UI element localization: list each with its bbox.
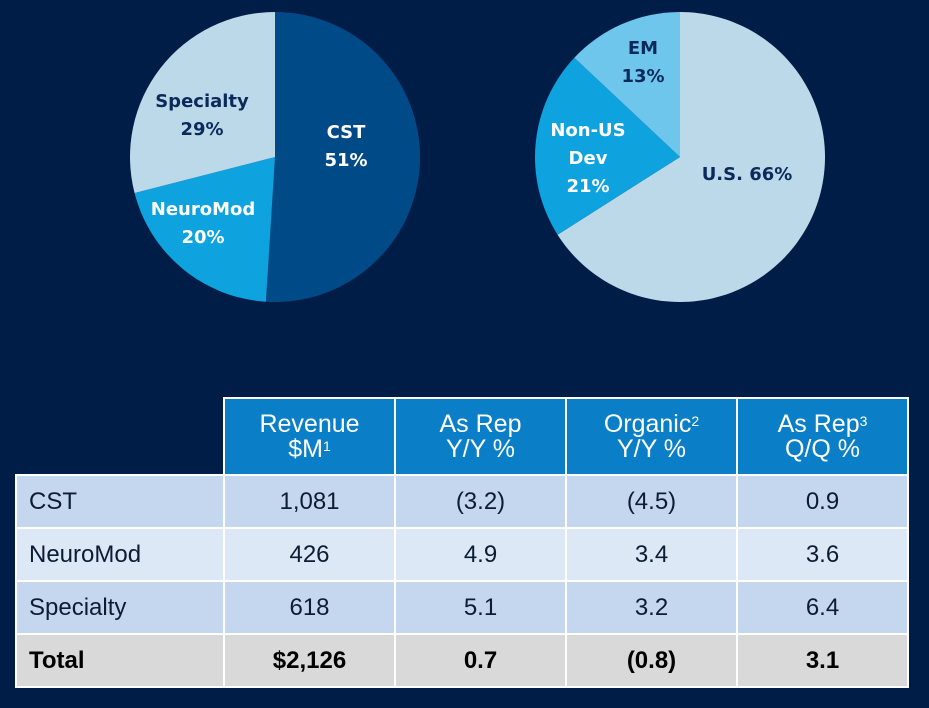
segment-revenue-table: Revenue $M1 As Rep Y/Y % Organic2 Y/Y % … [15, 397, 909, 688]
column-header-line2: $M [288, 434, 323, 463]
footnote-marker: 1 [322, 437, 331, 454]
pie-label-non-us-dev: Non-US [550, 120, 625, 141]
pie-label-em: EM [628, 38, 658, 59]
pie-slice-em [574, 12, 680, 157]
cell-as-rep-qq: 6.4 [736, 580, 909, 635]
cell-as-rep-yy: (3.2) [394, 474, 567, 529]
column-header-organic-yy: Organic2 Y/Y % [565, 397, 738, 476]
cell-as-rep-yy: 4.9 [394, 527, 567, 582]
pie-label-neuromod: 20% [181, 227, 224, 248]
column-header-as-rep-qq: As Rep3 Q/Q % [736, 397, 909, 476]
cell-revenue: 618 [223, 580, 396, 635]
column-header-line1: As Rep [777, 409, 860, 438]
column-header-as-rep-yy: As Rep Y/Y % [394, 397, 567, 476]
table-row-specialty: Specialty 618 5.1 3.2 6.4 [15, 580, 909, 635]
footnote-marker: 2 [691, 412, 700, 429]
row-label: Specialty [15, 580, 225, 635]
cell-revenue: 426 [223, 527, 396, 582]
footnote-marker: 3 [859, 412, 868, 429]
pie-slice-cst [265, 11, 421, 302]
segment-pie-chart: CST 51% NeuroMod 20% Specialty 29% [130, 11, 421, 302]
table-row-neuromod: NeuroMod 426 4.9 3.4 3.6 [15, 527, 909, 582]
cell-revenue: $2,126 [223, 633, 396, 688]
cell-organic-yy: 3.2 [565, 580, 738, 635]
table-header-row: Revenue $M1 As Rep Y/Y % Organic2 Y/Y % … [16, 397, 909, 476]
pie-label-cst: 51% [324, 150, 367, 171]
column-header-line2: Y/Y % [616, 434, 687, 463]
pie-charts: CST 51% NeuroMod 20% Specialty 29% U.S. 66% No… [130, 11, 826, 302]
row-label: Total [15, 633, 225, 688]
pie-label-non-us-dev: Dev [569, 148, 608, 169]
cell-as-rep-qq: 0.9 [736, 474, 909, 529]
row-label: NeuroMod [15, 527, 225, 582]
cell-organic-yy: (4.5) [565, 474, 738, 529]
pie-label-u-s-: U.S. 66% [702, 164, 793, 185]
pie-label-em: 13% [621, 66, 664, 87]
pie-label-neuromod: NeuroMod [151, 199, 256, 220]
table-row-total: Total $2,126 0.7 (0.8) 3.1 [15, 633, 909, 688]
pie-label-specialty: 29% [180, 119, 223, 140]
cell-organic-yy: 3.4 [565, 527, 738, 582]
table-row-cst: CST 1,081 (3.2) (4.5) 0.9 [15, 474, 909, 529]
column-header-line2: Y/Y % [445, 434, 516, 463]
pie-slice-non-us-dev [535, 57, 680, 235]
pie-slice-specialty [130, 12, 275, 194]
column-header-line1: As Rep [439, 409, 522, 438]
column-header-revenue: Revenue $M1 [223, 397, 396, 476]
column-header-line1: Organic [603, 409, 692, 438]
cell-as-rep-qq: 3.1 [736, 633, 909, 688]
pie-slice-neuromod [134, 157, 275, 302]
cell-as-rep-yy: 5.1 [394, 580, 567, 635]
cell-organic-yy: (0.8) [565, 633, 738, 688]
cell-as-rep-qq: 3.6 [736, 527, 909, 582]
header-blank-cell [16, 398, 225, 476]
geography-pie-chart: U.S. 66% Non-US Dev 21% EM 13% [535, 12, 826, 302]
cell-as-rep-yy: 0.7 [394, 633, 567, 688]
pie-label-non-us-dev: 21% [566, 176, 609, 197]
pie-slice-u-s- [557, 12, 826, 302]
pie-label-cst: CST [327, 122, 367, 143]
row-label: CST [15, 474, 225, 529]
pie-label-specialty: Specialty [155, 91, 249, 112]
cell-revenue: 1,081 [223, 474, 396, 529]
column-header-line1: Revenue [259, 409, 360, 438]
column-header-line2: Q/Q % [784, 434, 860, 463]
